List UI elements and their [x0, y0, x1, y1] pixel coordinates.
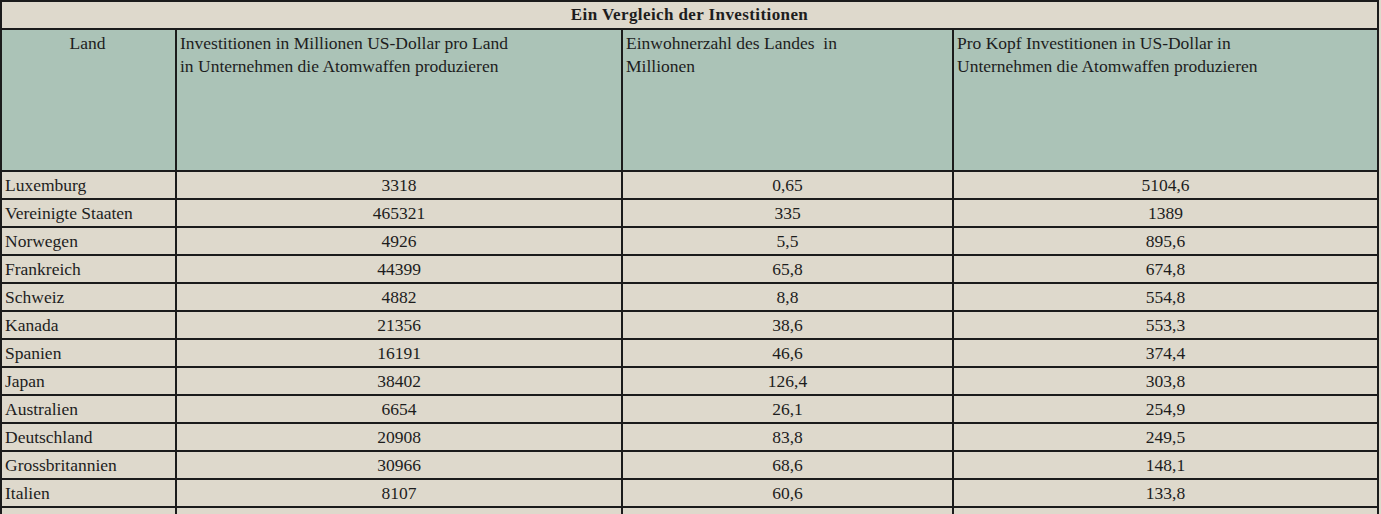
cell-pro-kopf: 5104,6	[953, 171, 1378, 199]
cell-einwohner: 65,8	[622, 255, 953, 283]
investment-comparison-table: Ein Vergleich der Investitionen Land Inv…	[0, 0, 1379, 514]
cell-investitionen: 465321	[176, 199, 622, 227]
cell-empty	[953, 507, 1378, 514]
cell-einwohner: 83,8	[622, 423, 953, 451]
table-row: Frankreich 44399 65,8 674,8	[1, 255, 1378, 283]
cell-einwohner: 46,6	[622, 339, 953, 367]
table-row: Norwegen 4926 5,5 895,6	[1, 227, 1378, 255]
cell-pro-kopf: 303,8	[953, 367, 1378, 395]
column-header-pro-kopf: Pro Kopf Investitionen in US-Dollar in U…	[953, 29, 1378, 171]
cell-land: Grossbritannien	[1, 451, 176, 479]
cell-investitionen: 20908	[176, 423, 622, 451]
cell-einwohner: 0,65	[622, 171, 953, 199]
cell-pro-kopf: 148,1	[953, 451, 1378, 479]
cell-investitionen: 3318	[176, 171, 622, 199]
cell-land: Deutschland	[1, 423, 176, 451]
cell-land: Frankreich	[1, 255, 176, 283]
cell-pro-kopf: 554,8	[953, 283, 1378, 311]
column-header-einwohnerzahl: Einwohnerzahl des Landes in Millionen	[622, 29, 953, 171]
cell-pro-kopf: 674,8	[953, 255, 1378, 283]
cell-land: Italien	[1, 479, 176, 507]
cell-pro-kopf: 374,4	[953, 339, 1378, 367]
cell-land: Luxemburg	[1, 171, 176, 199]
cell-empty	[176, 507, 622, 514]
header-row: Land Investitionen in Millionen US-Dolla…	[1, 29, 1378, 171]
cell-pro-kopf: 249,5	[953, 423, 1378, 451]
column-header-land: Land	[1, 29, 176, 171]
cell-investitionen: 21356	[176, 311, 622, 339]
cell-einwohner: 26,1	[622, 395, 953, 423]
table-row: Kanada 21356 38,6 553,3	[1, 311, 1378, 339]
cell-investitionen: 4882	[176, 283, 622, 311]
cell-einwohner: 5,5	[622, 227, 953, 255]
cell-investitionen: 30966	[176, 451, 622, 479]
cell-einwohner: 68,6	[622, 451, 953, 479]
table-row: Australien 6654 26,1 254,9	[1, 395, 1378, 423]
table-row: Grossbritannien 30966 68,6 148,1	[1, 451, 1378, 479]
column-header-investitionen: Investitionen in Millionen US-Dollar pro…	[176, 29, 622, 171]
cell-empty	[1, 507, 176, 514]
cell-einwohner: 126,4	[622, 367, 953, 395]
cell-investitionen: 8107	[176, 479, 622, 507]
cell-land: Japan	[1, 367, 176, 395]
cell-pro-kopf: 254,9	[953, 395, 1378, 423]
cell-einwohner: 335	[622, 199, 953, 227]
cell-pro-kopf: 1389	[953, 199, 1378, 227]
cell-investitionen: 6654	[176, 395, 622, 423]
table-row: Schweiz 4882 8,8 554,8	[1, 283, 1378, 311]
table-row: Deutschland 20908 83,8 249,5	[1, 423, 1378, 451]
cell-pro-kopf: 553,3	[953, 311, 1378, 339]
cell-land: Australien	[1, 395, 176, 423]
table-row-partial	[1, 507, 1378, 514]
page-title: Ein Vergleich der Investitionen	[1, 1, 1378, 29]
cell-empty	[622, 507, 953, 514]
table-row: Italien 8107 60,6 133,8	[1, 479, 1378, 507]
cell-land: Kanada	[1, 311, 176, 339]
cell-investitionen: 38402	[176, 367, 622, 395]
cell-land: Norwegen	[1, 227, 176, 255]
cell-land: Schweiz	[1, 283, 176, 311]
cell-investitionen: 16191	[176, 339, 622, 367]
cell-investitionen: 44399	[176, 255, 622, 283]
cell-einwohner: 38,6	[622, 311, 953, 339]
cell-pro-kopf: 895,6	[953, 227, 1378, 255]
screenshot-canvas: Ein Vergleich der Investitionen Land Inv…	[0, 0, 1381, 514]
cell-investitionen: 4926	[176, 227, 622, 255]
cell-land: Vereinigte Staaten	[1, 199, 176, 227]
table-row: Vereinigte Staaten 465321 335 1389	[1, 199, 1378, 227]
table-row: Japan 38402 126,4 303,8	[1, 367, 1378, 395]
cell-einwohner: 60,6	[622, 479, 953, 507]
title-row: Ein Vergleich der Investitionen	[1, 1, 1378, 29]
cell-land: Spanien	[1, 339, 176, 367]
table-row: Luxemburg 3318 0,65 5104,6	[1, 171, 1378, 199]
cell-einwohner: 8,8	[622, 283, 953, 311]
cell-pro-kopf: 133,8	[953, 479, 1378, 507]
table-row: Spanien 16191 46,6 374,4	[1, 339, 1378, 367]
